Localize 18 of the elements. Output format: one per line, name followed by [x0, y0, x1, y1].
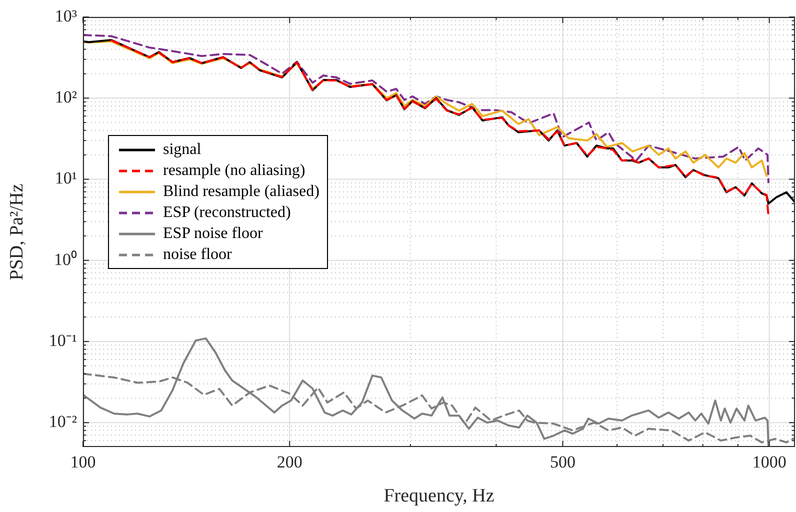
- y-tick-label: 10²: [54, 88, 77, 107]
- legend-label: signal: [163, 140, 202, 158]
- y-tick-label: 10⁻¹: [48, 330, 77, 350]
- legend-label: ESP (reconstructed): [163, 204, 291, 222]
- y-tick-label: 10¹: [54, 168, 77, 188]
- x-tick-label: 1000: [752, 452, 786, 472]
- x-tick-label: 500: [550, 452, 576, 472]
- y-tick-label: 10⁻²: [48, 412, 77, 432]
- x-axis-title: Frequency, Hz: [384, 486, 494, 507]
- x-tick-label: 200: [276, 452, 302, 472]
- y-axis-title: PSD, Pa²/Hz: [6, 184, 28, 280]
- y-tick-label: 10³: [54, 6, 77, 26]
- legend-label: ESP noise floor: [163, 224, 263, 242]
- y-tick-label: 10⁰: [54, 250, 77, 269]
- x-tick-label: 100: [70, 452, 96, 472]
- legend-label: noise floor: [163, 246, 232, 264]
- legend-label: Blind resample (aliased): [163, 182, 320, 200]
- legend-label: resample (no aliasing): [163, 162, 306, 180]
